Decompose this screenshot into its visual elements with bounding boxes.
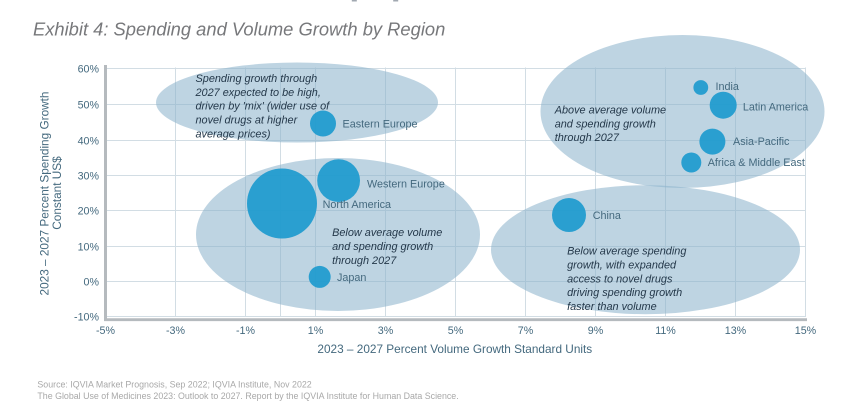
svg-text:The Global Use of Medicines 20: The Global Use of Medicines 2023: Outloo… bbox=[37, 391, 458, 401]
svg-text:Africa & Middle East: Africa & Middle East bbox=[708, 157, 805, 169]
svg-text:5%: 5% bbox=[448, 325, 464, 337]
svg-text:Exhibit 4: Spending and Volume: Exhibit 4: Spending and Volume Growth by… bbox=[33, 19, 445, 40]
svg-text:Above average volume: Above average volume bbox=[554, 105, 666, 117]
svg-text:9%: 9% bbox=[588, 325, 604, 337]
svg-text:Below average volume: Below average volume bbox=[332, 227, 442, 239]
svg-text:and spending growth: and spending growth bbox=[332, 241, 433, 253]
svg-text:access to novel drugs: access to novel drugs bbox=[567, 273, 673, 285]
svg-text:-10%: -10% bbox=[74, 312, 99, 324]
svg-text:60%: 60% bbox=[78, 64, 100, 76]
svg-text:20%: 20% bbox=[78, 206, 100, 218]
svg-text:40%: 40% bbox=[78, 136, 100, 148]
svg-text:growth, with expanded: growth, with expanded bbox=[567, 260, 677, 272]
svg-text:Source: IQVIA Market Prognosis: Source: IQVIA Market Prognosis, Sep 2022… bbox=[37, 380, 311, 390]
svg-text:Western Europe: Western Europe bbox=[367, 178, 445, 190]
svg-text:driven by 'mix' (wider use of: driven by 'mix' (wider use of bbox=[196, 101, 331, 113]
svg-text:Constant US$: Constant US$ bbox=[50, 156, 64, 230]
svg-text:Spending growth through: Spending growth through bbox=[196, 73, 318, 85]
svg-text:30%: 30% bbox=[78, 171, 100, 183]
svg-text:0%: 0% bbox=[84, 277, 100, 289]
svg-text:average prices): average prices) bbox=[196, 128, 271, 140]
svg-text:Below average spending: Below average spending bbox=[567, 246, 686, 258]
svg-text:50%: 50% bbox=[78, 100, 100, 112]
svg-text:through 2027: through 2027 bbox=[332, 255, 397, 267]
svg-text:2027 expected to be high,: 2027 expected to be high, bbox=[195, 87, 321, 99]
svg-text:2023 – 2027 Percent Spending G: 2023 – 2027 Percent Spending Growth bbox=[38, 92, 52, 296]
svg-text:India: India bbox=[716, 81, 739, 93]
svg-text:13%: 13% bbox=[725, 325, 747, 337]
svg-text:Japan: Japan bbox=[337, 272, 366, 284]
svg-text:faster than volume: faster than volume bbox=[567, 301, 657, 313]
svg-text:Latin America: Latin America bbox=[743, 102, 808, 114]
svg-text:2023 – 2027 Percent Volume Gro: 2023 – 2027 Percent Volume Growth Standa… bbox=[317, 342, 592, 356]
svg-text:driving spending growth: driving spending growth bbox=[567, 287, 682, 299]
svg-text:China: China bbox=[593, 210, 621, 222]
svg-text:7%: 7% bbox=[518, 325, 534, 337]
svg-text:North America: North America bbox=[323, 199, 391, 211]
svg-text:-3%: -3% bbox=[166, 325, 186, 337]
svg-text:through 2027: through 2027 bbox=[555, 132, 620, 144]
svg-text:-1%: -1% bbox=[236, 325, 256, 337]
svg-text:and spending growth: and spending growth bbox=[555, 119, 656, 131]
svg-text:novel drugs at higher: novel drugs at higher bbox=[196, 115, 298, 127]
svg-text:15%: 15% bbox=[795, 325, 817, 337]
svg-text:1%: 1% bbox=[308, 325, 324, 337]
svg-text:3%: 3% bbox=[378, 325, 394, 337]
svg-text:Eastern Europe: Eastern Europe bbox=[343, 119, 418, 131]
svg-text:-5%: -5% bbox=[96, 325, 116, 337]
svg-text:Asia-Pacific: Asia-Pacific bbox=[733, 136, 790, 148]
svg-text:11%: 11% bbox=[655, 325, 676, 337]
svg-text:10%: 10% bbox=[78, 242, 100, 254]
